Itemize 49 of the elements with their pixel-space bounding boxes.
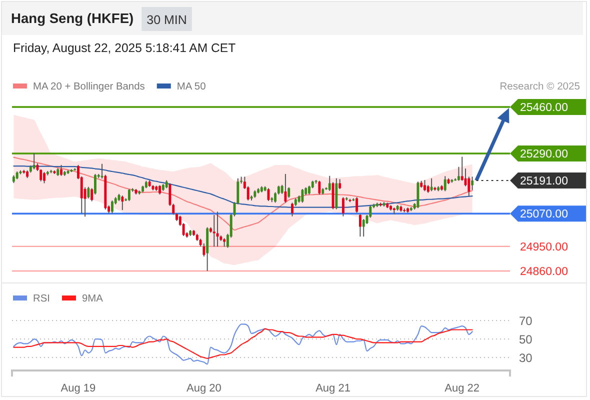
- x-tick-label: Aug 20: [186, 382, 222, 394]
- candlestick: [291, 202, 294, 217]
- y-tick-label: 24860.00: [520, 266, 568, 278]
- candlestick: [318, 180, 321, 195]
- y-tick-label: 25191.00: [520, 176, 568, 188]
- candlestick: [246, 186, 250, 201]
- candlestick: [43, 172, 46, 184]
- candlestick: [32, 152, 36, 170]
- candlestick: [202, 242, 206, 258]
- chart-title: Hang Seng (HKFE): [11, 11, 134, 26]
- legend-label: RSI: [33, 294, 50, 305]
- legend-label: MA 20 + Bollinger Bands: [33, 82, 145, 93]
- line-series: [13, 156, 473, 231]
- candlestick: [128, 188, 130, 202]
- line-series: [13, 328, 473, 360]
- y-tick-label: 70: [519, 314, 533, 328]
- candlestick: [471, 176, 474, 191]
- candlestick: [110, 200, 114, 214]
- candlestick: [424, 179, 426, 192]
- text: Research © 2025: [500, 82, 580, 93]
- x-tick-label: Aug 22: [444, 382, 480, 394]
- text: 30 MIN: [146, 13, 187, 27]
- candlestick: [358, 214, 362, 238]
- y-tick-label: 25460.00: [520, 102, 568, 114]
- line-series: [13, 324, 473, 365]
- candlestick: [362, 218, 365, 238]
- candlestick: [212, 214, 216, 248]
- candlestick: [158, 184, 161, 195]
- y-tick-label: 25290.00: [520, 148, 568, 161]
- candlestick: [121, 195, 124, 211]
- legend-label: MA 50: [176, 82, 206, 93]
- candlestick: [284, 173, 287, 204]
- candlestick: [60, 164, 62, 176]
- candlestick: [338, 178, 342, 190]
- x-tick-label: Aug 21: [316, 382, 350, 394]
- y-tick-label: 24950.00: [520, 242, 568, 254]
- y-tick-label: 30: [519, 350, 533, 365]
- y-tick-label: 50: [519, 332, 533, 346]
- candlestick: [301, 188, 304, 204]
- y-tick-label: 25070.00: [520, 208, 568, 221]
- chart-subtitle: Friday, August 22, 2025 5:18:41 AM CET: [13, 41, 236, 55]
- candlestick: [356, 196, 358, 214]
- x-tick-label: Aug 19: [60, 382, 96, 394]
- legend-label: 9MA: [82, 294, 104, 305]
- candlestick: [444, 176, 446, 192]
- candlestick: [457, 166, 460, 182]
- candlestick: [342, 196, 344, 217]
- candlestick: [328, 175, 331, 192]
- candlestick: [430, 178, 433, 192]
